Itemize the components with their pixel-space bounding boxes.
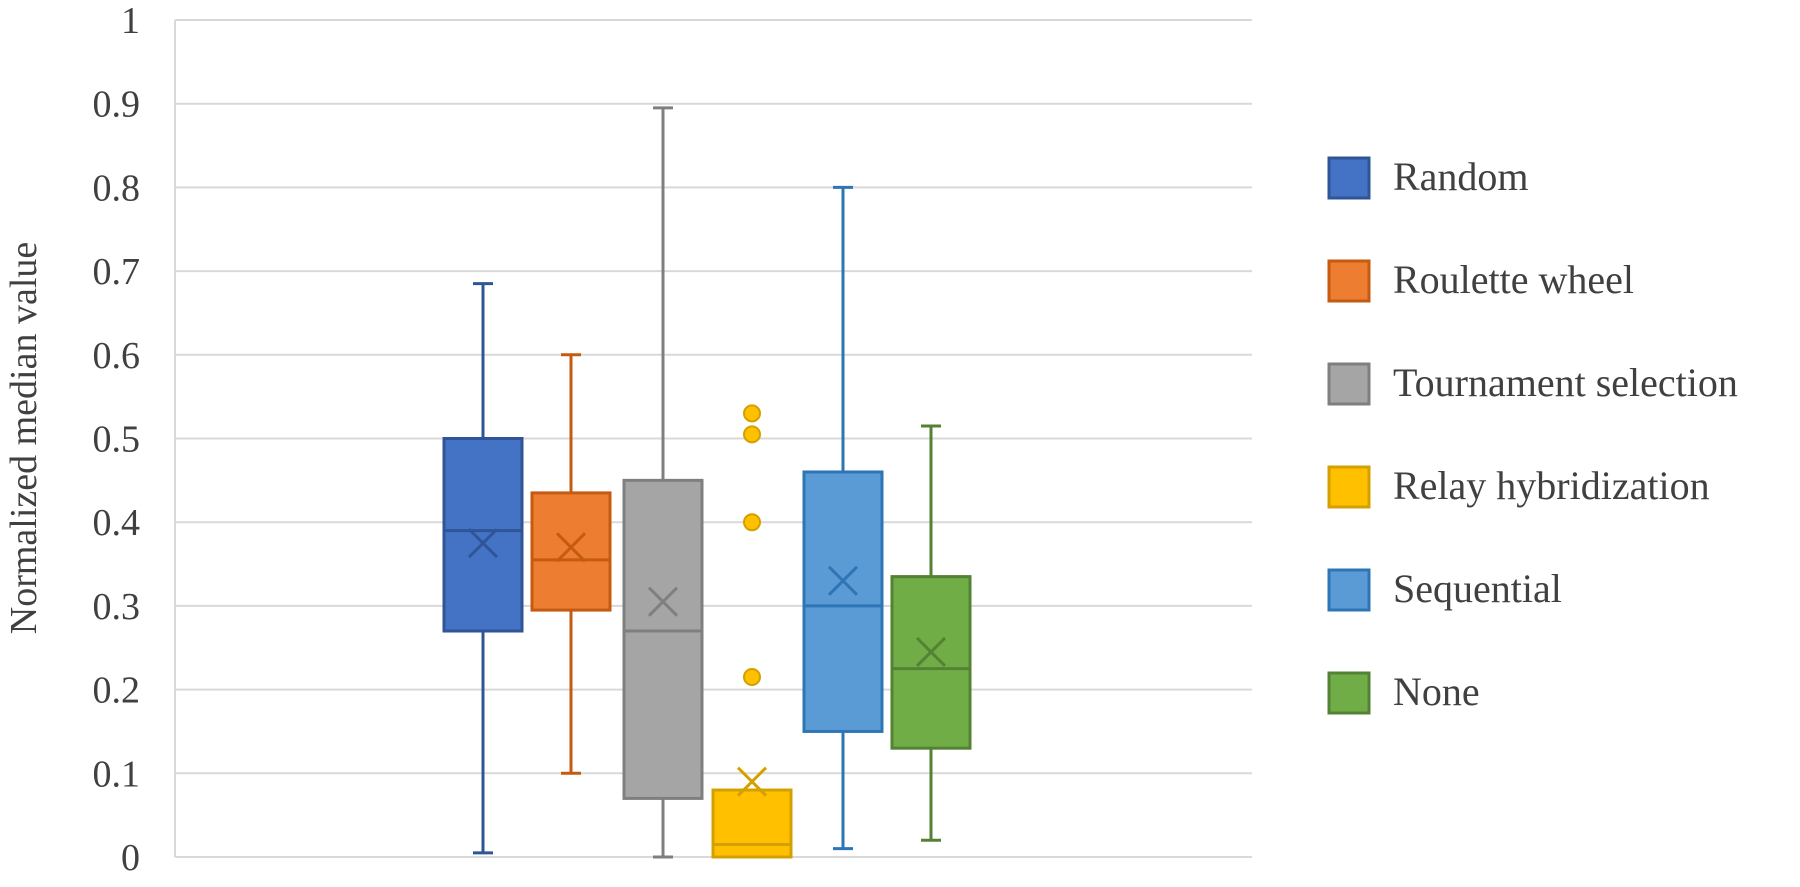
outlier-point [743, 404, 761, 423]
iqr-box [711, 788, 793, 859]
legend-item: None [1327, 669, 1480, 715]
y-tick-label: 0.8 [93, 167, 141, 209]
y-tick-label: 0.5 [93, 419, 141, 461]
y-tick-label: 0.2 [93, 670, 141, 712]
box-random [442, 282, 524, 855]
mean-marker [915, 636, 947, 667]
boxes [442, 106, 972, 859]
box-roulette-wheel [530, 353, 612, 775]
iqr-box [442, 437, 524, 633]
y-tick-label: 0.4 [93, 502, 141, 544]
legend: Random Roulette wheel Tournament selection… [1327, 154, 1738, 715]
legend-label: None [1393, 669, 1480, 714]
legend-item: Sequential [1327, 566, 1562, 612]
y-tick-label: 0 [121, 837, 140, 879]
iqr-box [802, 470, 884, 733]
legend-item: Roulette wheel [1327, 257, 1634, 303]
y-tick-label: 0.6 [93, 335, 141, 377]
legend-swatch [1327, 465, 1371, 509]
y-tick-label: 0.3 [93, 586, 141, 628]
mean-marker [467, 528, 499, 559]
outlier-point [743, 425, 761, 444]
legend-label: Sequential [1393, 566, 1562, 611]
box-none [890, 424, 972, 842]
legend-label: Tournament selection [1393, 360, 1738, 405]
y-tick-label: 0.9 [93, 84, 141, 126]
legend-swatch [1327, 671, 1371, 715]
y-tick-label: 0.1 [93, 753, 141, 795]
mean-marker [647, 586, 679, 617]
box-tournament-selection [622, 106, 704, 859]
iqr-box [622, 478, 704, 800]
gridlines [174, 19, 1252, 858]
box-sequential [802, 185, 884, 851]
legend-item: Relay hybridization [1327, 463, 1710, 509]
iqr-box [890, 575, 972, 750]
legend-label: Roulette wheel [1393, 257, 1634, 302]
legend-swatch [1327, 156, 1371, 200]
mean-marker [827, 565, 859, 596]
y-tick-label: 1 [121, 0, 140, 42]
mean-marker [736, 766, 768, 797]
outlier-point [743, 513, 761, 532]
iqr-box [530, 491, 612, 612]
y-axis-title: Normalized median value [3, 242, 45, 635]
legend-swatch [1327, 568, 1371, 612]
y-axis-ticks: 0 0.1 0.2 0.3 0.4 0.5 0.6 0.7 0.8 0.9 1 [93, 0, 141, 879]
outlier-point [743, 668, 761, 687]
legend-item: Random [1327, 154, 1529, 200]
legend-label: Random [1393, 154, 1529, 199]
y-tick-label: 0.7 [93, 251, 141, 293]
legend-swatch [1327, 362, 1371, 406]
legend-item: Tournament selection [1327, 360, 1738, 406]
legend-swatch [1327, 259, 1371, 303]
box-relay-hybridization [711, 404, 793, 859]
legend-label: Relay hybridization [1393, 463, 1710, 508]
mean-marker [555, 532, 587, 563]
